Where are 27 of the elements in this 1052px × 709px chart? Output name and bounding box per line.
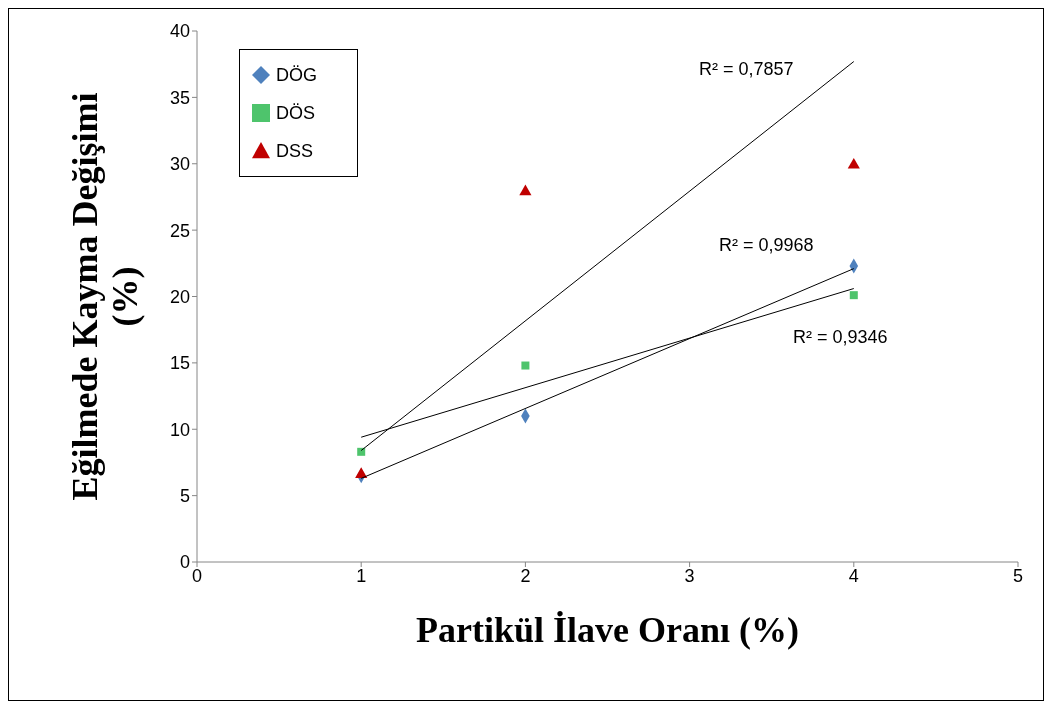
annotation: R² = 0,7857 [699,59,794,80]
x-tick-label: 1 [356,565,367,586]
x-tick-label: 5 [1012,565,1024,586]
y-tick-label: 15 [169,353,190,374]
x-tick-label: 2 [520,565,531,586]
point [357,447,366,456]
y-tick-label: 5 [179,486,190,507]
point [519,184,532,196]
y-axis-title: Eğilmede Kayma Değişimi (%) [65,92,145,501]
y-tick-label: 40 [169,21,190,42]
y-tick-label: 10 [169,419,190,440]
point [849,291,858,300]
x-axis-title: Partikül İlave Oranı (%) [416,610,799,650]
point [521,361,530,370]
y-tick-label: 25 [169,220,190,241]
annotation: R² = 0,9346 [793,327,888,348]
legend-label: DSS [276,140,314,162]
annotation: R² = 0,9968 [719,235,814,256]
y-tick-label: 35 [169,87,190,108]
legend-label: DÖG [276,64,318,86]
point [847,158,860,169]
x-tick-label: 4 [848,565,859,586]
x-tick-label: 3 [684,565,695,586]
y-tick-label: 0 [179,552,190,573]
y-tick-label: 30 [169,154,190,175]
legend-label: DÖS [276,102,316,124]
y-tick-label: 20 [169,286,190,307]
